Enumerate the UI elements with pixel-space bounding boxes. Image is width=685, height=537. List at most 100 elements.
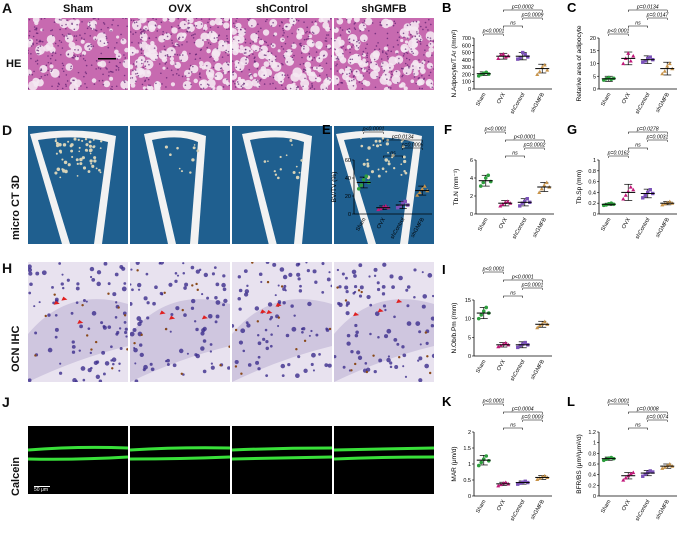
- y-axis-label: N.Ob/b.Pm (/mm): [451, 303, 458, 354]
- x-tick-label-shgmfb: shGMFB: [530, 499, 546, 521]
- chart-b-letter: B: [442, 0, 451, 15]
- sig-bracket: [503, 411, 543, 414]
- data-point: [484, 305, 489, 310]
- sig-bracket: [628, 9, 668, 12]
- sig-bracket: [524, 147, 545, 150]
- data-point: [631, 53, 636, 58]
- rowA-title-sham: Sham: [63, 3, 93, 15]
- y-tick-label: 600: [462, 43, 471, 49]
- y-tick-label: 0: [593, 494, 596, 500]
- chart-g: G 0 0.2 0.4 0.6 0.8 1 Tb.Sp (mm) Sham OVX shContro…: [565, 122, 685, 250]
- data-point: [359, 183, 364, 187]
- data-point: [667, 199, 672, 204]
- sig-bracket: [505, 155, 525, 158]
- data-point: [396, 206, 400, 210]
- sig-label: p<0.0001: [607, 29, 630, 35]
- data-point: [403, 199, 407, 204]
- y-tick-label: 0: [468, 87, 471, 93]
- y-tick-label: 0.5: [463, 478, 471, 484]
- data-point: [621, 196, 626, 201]
- data-point: [542, 473, 547, 478]
- data-point: [523, 479, 527, 483]
- rowJ-title-shgmfb: shGMFB: [361, 408, 407, 420]
- y-tick-label: 0.4: [588, 190, 596, 196]
- data-point: [621, 61, 626, 66]
- he-label: HE: [6, 58, 22, 70]
- data-point: [667, 462, 672, 466]
- data-point: [503, 340, 508, 345]
- data-point: [501, 52, 506, 56]
- sig-label: p<0.0001: [482, 399, 505, 405]
- data-point: [648, 55, 652, 59]
- sig-label: p=0.0162: [607, 151, 630, 157]
- data-point: [545, 68, 550, 72]
- x-tick-label-shgmfb: shGMFB: [532, 217, 548, 239]
- y-tick-label: 1.5: [463, 446, 471, 452]
- data-point: [479, 313, 484, 317]
- y-tick-label: 10: [465, 317, 471, 323]
- data-point: [648, 188, 652, 192]
- data-point: [667, 61, 672, 66]
- x-tick-label-sham: Sham: [477, 217, 490, 233]
- calcein-label: Calcein: [10, 456, 22, 496]
- y-tick-label: 0: [468, 494, 471, 500]
- chart-f-letter: F: [444, 122, 452, 137]
- data-point: [496, 344, 501, 349]
- x-tick-label-shcontrol: shControl: [510, 499, 527, 522]
- data-point: [498, 203, 503, 208]
- x-tick-label-ovx: OVX: [496, 92, 507, 105]
- y-tick-label: 4: [470, 176, 473, 182]
- data-point: [484, 454, 489, 458]
- rowD-image-shcontrol: [232, 126, 332, 244]
- x-tick-label-sham: Sham: [600, 499, 613, 515]
- sig-bracket: [402, 147, 423, 150]
- data-point: [498, 343, 503, 348]
- chart-i-letter: I: [442, 262, 446, 277]
- data-point: [641, 60, 645, 64]
- x-tick-label-shgmfb: shGMFB: [530, 92, 546, 114]
- y-axis-label: Tb.N (mm⁻¹): [453, 169, 460, 206]
- sig-label: p=0.0004: [511, 407, 534, 413]
- data-point: [505, 199, 510, 203]
- rowA-title-ovx: OVX: [168, 3, 192, 15]
- chart-k-letter: K: [442, 394, 452, 409]
- sig-label: p=0.0008: [636, 407, 659, 413]
- sig-bracket: [503, 427, 523, 430]
- x-tick-label-shcontrol: shControl: [635, 92, 652, 115]
- sig-bracket: [485, 131, 506, 134]
- y-tick-label: 5: [593, 74, 596, 80]
- x-tick-label-ovx: OVX: [496, 499, 507, 512]
- data-point: [537, 69, 542, 74]
- data-point: [641, 474, 645, 478]
- rowA-title-shcontrol: shControl: [256, 3, 308, 15]
- rowJ-title-shcontrol: shControl: [256, 408, 308, 420]
- sig-bracket: [608, 155, 629, 158]
- x-tick-label-shgmfb: shGMFB: [655, 499, 671, 521]
- rowJ-title-ovx: OVX: [168, 408, 192, 420]
- sig-bracket: [647, 419, 668, 422]
- y-tick-label: 0.2: [588, 201, 596, 207]
- data-point: [479, 460, 484, 465]
- data-point: [651, 470, 655, 474]
- y-tick-label: 20: [345, 194, 351, 200]
- data-point: [660, 466, 665, 470]
- sig-label: p=0.0003: [521, 415, 544, 421]
- sig-bracket: [522, 287, 543, 290]
- data-point: [544, 180, 549, 185]
- y-tick-label: 700: [462, 36, 471, 42]
- x-tick-label-ovx: OVX: [376, 217, 387, 230]
- data-point: [422, 184, 427, 188]
- data-point: [521, 50, 525, 55]
- data-point: [542, 319, 547, 324]
- data-point: [623, 193, 628, 197]
- x-tick-label-shcontrol: shControl: [510, 92, 527, 115]
- data-point: [483, 176, 488, 180]
- data-point: [621, 478, 626, 482]
- data-point: [496, 483, 501, 488]
- sig-label: p=0.0147: [646, 13, 670, 19]
- x-tick-label-sham: Sham: [475, 359, 488, 375]
- y-tick-label: 1.2: [588, 430, 596, 436]
- panel-d-letter: D: [2, 122, 13, 138]
- data-point: [537, 323, 542, 327]
- panel-j-letter: J: [2, 394, 10, 410]
